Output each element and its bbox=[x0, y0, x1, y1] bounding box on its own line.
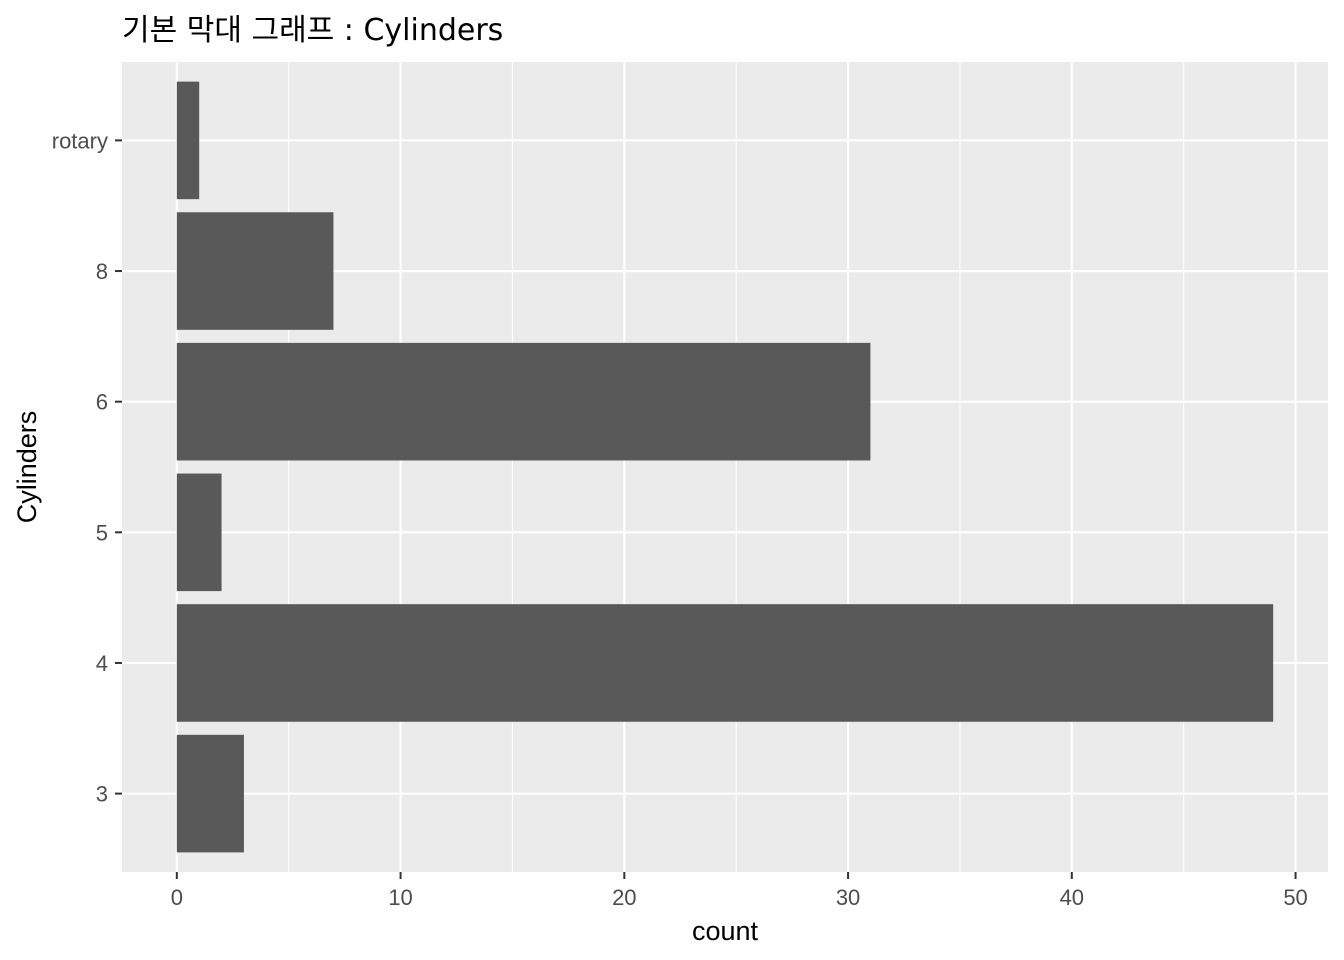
bar-5 bbox=[176, 473, 222, 592]
x-tick-label: 50 bbox=[1283, 885, 1307, 910]
minor-gridlines bbox=[288, 62, 1185, 872]
bar-3 bbox=[176, 734, 244, 853]
bar-8 bbox=[176, 212, 334, 330]
x-tick-label: 30 bbox=[836, 885, 860, 910]
y-tick-label: 8 bbox=[96, 259, 108, 284]
y-axis: 3 4 5 6 8 rotary bbox=[52, 128, 122, 807]
y-tick-label: 5 bbox=[96, 520, 108, 545]
bars bbox=[176, 81, 1274, 853]
chart-title: 기본 막대 그래프 : Cylinders bbox=[122, 13, 503, 48]
x-tick-label: 0 bbox=[171, 885, 183, 910]
x-axis-title: count bbox=[692, 916, 759, 946]
plot-panel bbox=[122, 62, 1328, 872]
x-tick-label: 40 bbox=[1060, 885, 1084, 910]
bar-rotary bbox=[176, 81, 200, 200]
x-tick-label: 10 bbox=[388, 885, 412, 910]
y-tick-label: rotary bbox=[52, 128, 108, 153]
bar-6 bbox=[176, 342, 871, 461]
y-tick-label: 3 bbox=[96, 782, 108, 807]
x-tick-label: 20 bbox=[612, 885, 636, 910]
y-axis-title: Cylinders bbox=[12, 411, 42, 524]
y-tick-label: 6 bbox=[96, 390, 108, 415]
x-axis: 0 10 20 30 40 50 bbox=[171, 872, 1308, 910]
y-tick-label: 4 bbox=[96, 651, 108, 676]
bar-4 bbox=[176, 604, 1274, 722]
